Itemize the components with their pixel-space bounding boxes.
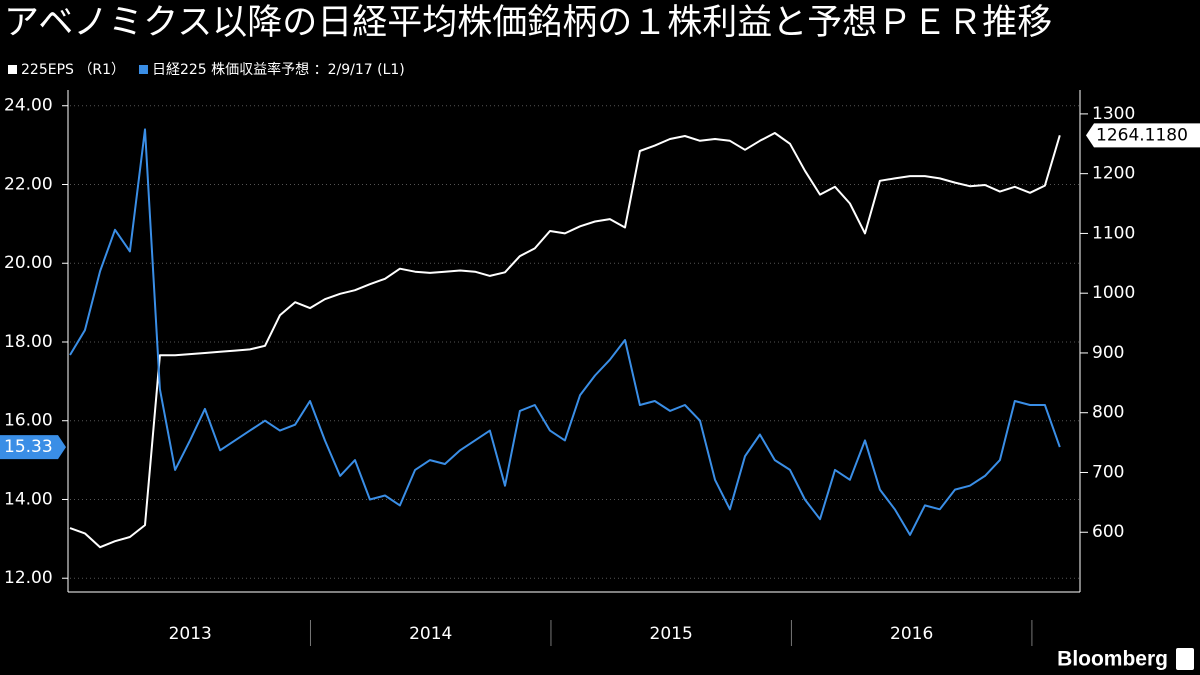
y2-tick-label: 800 (1092, 403, 1124, 423)
legend-label: 225EPS （R1） (21, 62, 125, 78)
y2-tick-label: 1100 (1092, 223, 1135, 243)
x-tick-label: 2013 (169, 624, 212, 644)
last-value-label: 1264.1180 (1096, 125, 1188, 145)
x-tick-label: 2015 (650, 624, 693, 644)
legend-swatch (8, 65, 17, 74)
y2-tick-label: 1200 (1092, 164, 1135, 184)
series-line (69, 128, 1061, 536)
legend-swatch (138, 65, 148, 74)
source-logo: Bloomberg (1057, 648, 1168, 671)
y-tick-label: 22.00 (4, 174, 53, 194)
logo-icon (1176, 648, 1194, 670)
y2-tick-label: 700 (1092, 462, 1124, 482)
y-tick-label: 12.00 (4, 568, 53, 588)
y2-tick-label: 900 (1092, 343, 1124, 363)
y-tick-label: 16.00 (4, 411, 53, 431)
x-tick-label: 2016 (890, 624, 933, 644)
y-tick-label: 14.00 (4, 489, 53, 509)
y2-tick-label: 600 (1092, 522, 1124, 542)
last-value-box (1086, 123, 1200, 148)
series-line (69, 132, 1061, 549)
last-value-box (0, 435, 66, 460)
last-value-label: 15.33 (4, 437, 53, 457)
chart-title: アベノミクス以降の日経平均株価銘柄の１株利益と予想ＰＥＲ推移 (4, 3, 1052, 43)
y2-tick-label: 1000 (1092, 283, 1135, 303)
x-tick-label: 2014 (409, 624, 452, 644)
y2-tick-label: 1300 (1092, 104, 1135, 124)
y-tick-label: 20.00 (4, 253, 53, 273)
legend-label: 日経225 株価収益率予想 ：2/9/17 (L1) (152, 61, 405, 78)
y-tick-label: 18.00 (4, 332, 53, 352)
y-tick-label: 24.00 (4, 96, 53, 116)
